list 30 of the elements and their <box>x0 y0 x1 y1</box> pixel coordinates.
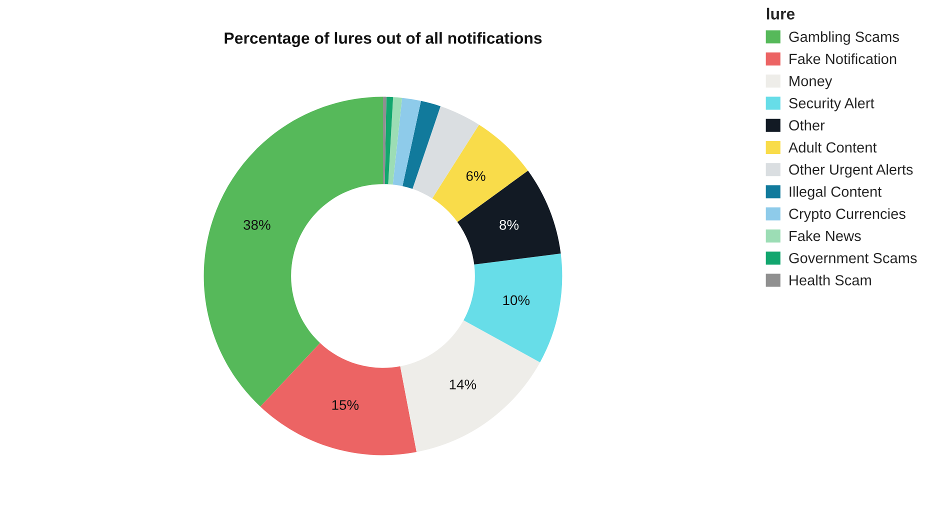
donut-slice <box>383 96 386 184</box>
data-label: 15% <box>332 400 359 410</box>
data-label: 8% <box>500 220 519 230</box>
legend-label: Security Alert <box>789 98 874 112</box>
legend-label: Government Scams <box>789 252 917 264</box>
donut-slice <box>384 96 394 184</box>
donut-slice <box>402 100 441 189</box>
data-label: 6% <box>466 171 486 181</box>
donut-slice <box>464 254 562 362</box>
legend-label: Adult Content <box>788 142 877 153</box>
data-label: 14% <box>450 380 476 390</box>
chart-title: Percentage of lures out of all notifications <box>224 32 542 48</box>
legend-label: Fake Notification <box>790 53 896 64</box>
legend-label: Other Urgent Alerts <box>789 164 913 178</box>
legend-label: Money <box>790 76 832 90</box>
donut-slice <box>432 124 528 222</box>
donut-slice <box>392 98 421 186</box>
donut-slice <box>457 170 561 264</box>
legend-label: Fake News <box>790 230 861 242</box>
data-label: 38% <box>244 220 270 230</box>
legend-title: lure <box>766 8 795 20</box>
legend-label: Other <box>789 120 825 130</box>
data-label: 10% <box>503 295 530 306</box>
legend-label: Illegal Content <box>790 186 882 200</box>
donut-slice <box>260 343 417 456</box>
donut-slice <box>400 320 540 452</box>
legend-label: Health Scam <box>790 274 871 286</box>
legend-label: Gambling Scams <box>789 31 899 45</box>
legend-label: Crypto Currencies <box>789 208 906 222</box>
donut-slice <box>388 97 402 185</box>
